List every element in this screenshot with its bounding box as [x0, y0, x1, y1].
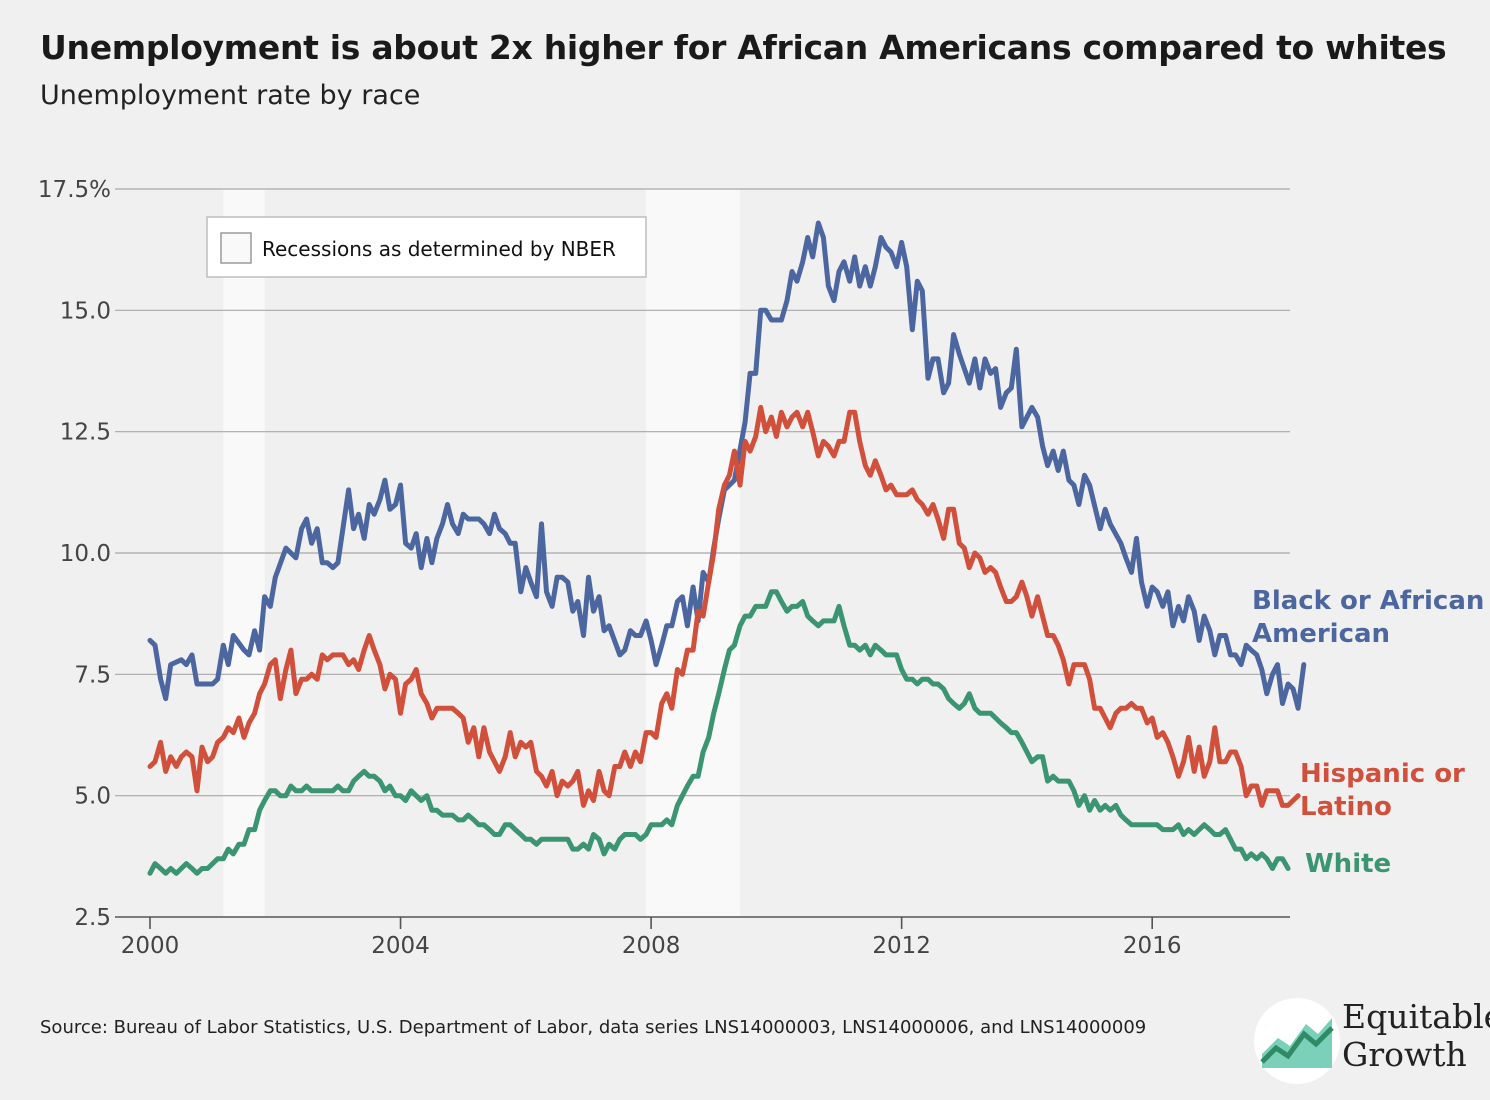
series-label-black-or-african-american: American	[1252, 619, 1390, 649]
series-label-white: White	[1305, 849, 1391, 879]
y-tick-label: 5.0	[74, 784, 111, 810]
gridlines	[115, 188, 1290, 918]
growth-chart-logo-icon	[1254, 998, 1340, 1084]
series-label-black-or-african-american: Black or African	[1252, 586, 1484, 616]
y-tick-label: 17.5%	[38, 177, 111, 203]
x-tick-label: 2004	[371, 933, 430, 959]
x-axis: 2000 2004 2008 2012 2016	[121, 917, 1182, 959]
legend: Recessions as determined by NBER	[206, 216, 647, 278]
y-axis-ticks: 2.5 5.0 7.5 10.0 12.5 15.0 17.5%	[38, 177, 111, 931]
series-line-black-or-african-american	[147, 220, 1307, 711]
legend-box	[206, 216, 647, 278]
x-tick-label: 2000	[121, 933, 180, 959]
x-tick-label: 2008	[622, 933, 681, 959]
series-line-hispanic-or-latino	[147, 404, 1301, 808]
chart-subtitle: Unemployment rate by race	[40, 80, 421, 111]
logo-line2: Growth	[1342, 1035, 1467, 1074]
logo-line1: Equitable	[1342, 997, 1490, 1036]
y-tick-label: 10.0	[60, 541, 111, 567]
legend-recession-swatch	[220, 232, 252, 264]
y-tick-label: 7.5	[74, 662, 111, 688]
y-tick-label: 15.0	[60, 298, 111, 324]
x-tick-label: 2016	[1123, 933, 1182, 959]
series-lines	[147, 220, 1307, 876]
source-note: Source: Bureau of Labor Statistics, U.S.…	[40, 1017, 1147, 1038]
series-label-hispanic-or-latino: Hispanic or	[1300, 759, 1465, 789]
series-label-hispanic-or-latino: Latino	[1300, 792, 1392, 822]
legend-recession-label: Recessions as determined by NBER	[262, 237, 616, 261]
x-tick-label: 2012	[872, 933, 931, 959]
y-tick-label: 2.5	[74, 905, 111, 931]
series-line-white	[147, 589, 1291, 876]
chart-title: Unemployment is about 2x higher for Afri…	[40, 28, 1447, 67]
equitable-growth-logo: Equitable Growth	[1250, 996, 1490, 1086]
y-tick-label: 12.5	[60, 420, 111, 446]
